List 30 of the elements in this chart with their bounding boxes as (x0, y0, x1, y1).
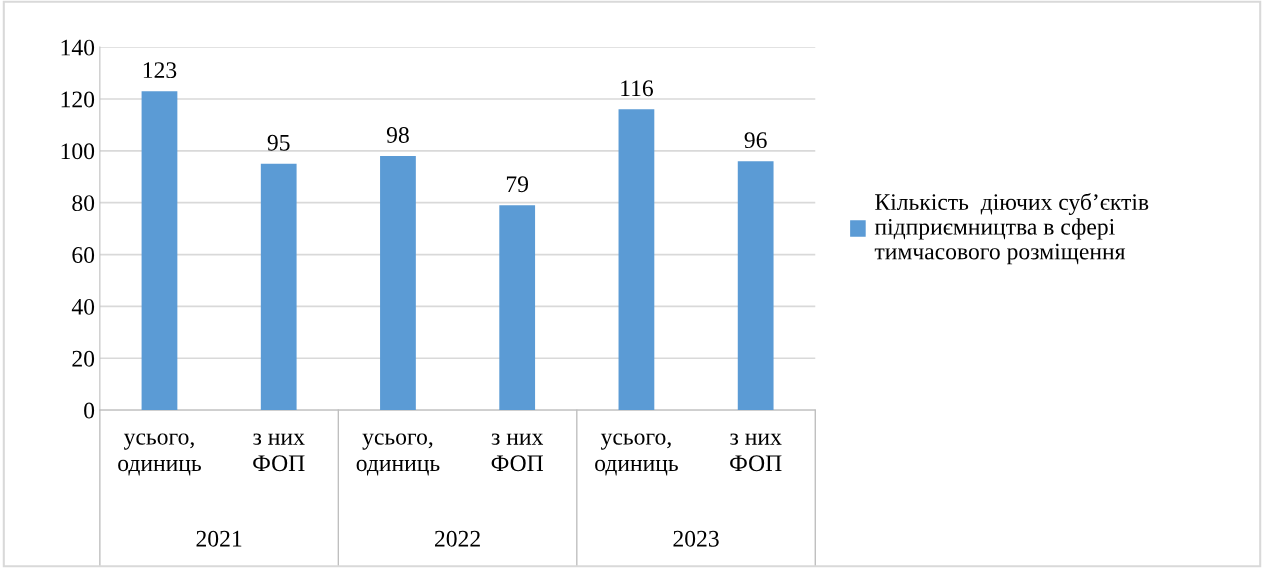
x-tick-label: з них ФОП (253, 433, 305, 472)
y-tick-label: 140 (61, 39, 95, 56)
y-tick-label: 20 (72, 350, 95, 367)
data-label: 123 (143, 62, 177, 79)
bar (141, 91, 178, 411)
data-label: 95 (267, 134, 290, 151)
bar (737, 161, 774, 411)
legend-label: Кількість діючих суб’єктів підприємництва в сфері тимчасового розміщення (874, 192, 1149, 265)
bar (499, 205, 536, 411)
y-tick-label: 60 (72, 247, 95, 263)
y-tick-label: 80 (72, 195, 95, 212)
x-tick-label: усього, одиниць (118, 433, 201, 476)
data-label: 79 (506, 176, 529, 193)
x-tick-label: з них ФОП (491, 433, 544, 472)
data-label: 96 (744, 132, 767, 149)
bar (618, 109, 655, 411)
data-label: 116 (621, 80, 653, 97)
text: 2022 (434, 530, 480, 547)
text: 2023 (673, 530, 719, 547)
bar (380, 156, 416, 411)
y-tick-label: 0 (84, 402, 95, 419)
x-tick-label: з них ФОП (730, 433, 782, 472)
x-tick-label: усього, одиниць (595, 433, 678, 476)
y-tick-label: 100 (61, 143, 95, 160)
bar (260, 163, 297, 411)
x-tick-label: усього, одиниць (356, 433, 440, 476)
y-tick-label: 120 (61, 91, 95, 108)
data-label: 98 (386, 126, 409, 143)
y-tick-label: 40 (71, 298, 95, 315)
text: 2021 (196, 530, 242, 547)
